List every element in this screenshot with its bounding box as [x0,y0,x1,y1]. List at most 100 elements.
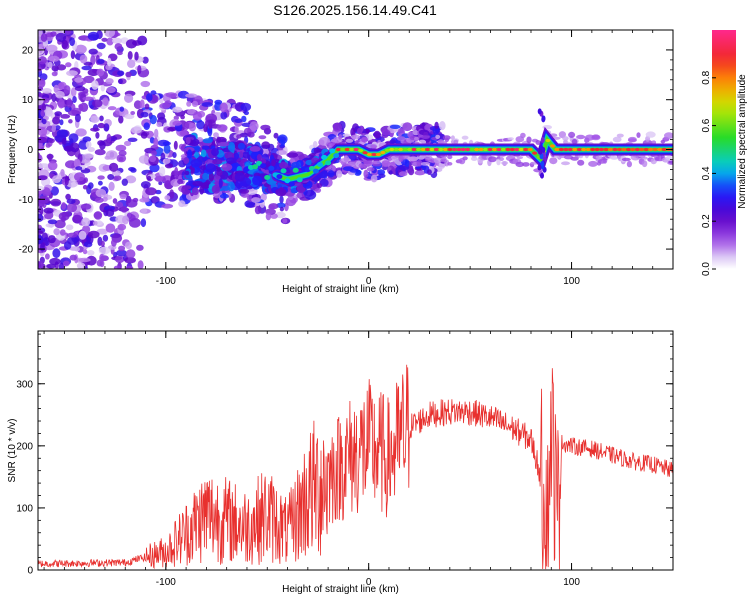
heatmap-cell [64,175,69,186]
heatmap-cell [140,111,149,118]
heatmap-cell [138,155,150,164]
heatmap-cell [225,157,237,164]
heatmap-cell [86,255,97,266]
ridge-core [661,147,667,152]
ridge-core [648,147,654,152]
heatmap-cell [312,141,318,148]
heatmap-cell [96,228,108,235]
heatmap-cell [282,218,288,224]
heatmap-cell [277,134,288,144]
ridge-core [608,147,613,152]
heatmap-cell [159,166,166,177]
heatmap-cell [461,135,469,140]
heatmap-cell [55,90,65,99]
heatmap-cell [98,246,111,255]
heatmap-cell [117,223,127,231]
heatmap-cell [100,240,105,247]
heatmap-cell [68,119,73,124]
heatmap-cell [114,43,123,50]
heatmap-cell [121,178,128,186]
ridge-core [603,147,609,152]
heatmap-cell [185,137,191,145]
heatmap-cell [140,80,151,88]
heatmap-cell [252,175,263,186]
heatmap-cell [85,141,92,149]
heatmap-cell [177,179,184,185]
heatmap-cell [251,197,261,203]
ridge-core [500,147,506,152]
ridge-core [312,168,319,174]
heatmap-cell [91,80,99,90]
heatmap-cell [219,193,229,199]
ridge-core [402,147,408,152]
heatmap-cell [45,223,55,228]
heatmap-cell [218,178,223,189]
heatmap-cell [154,128,159,139]
heatmap-cell [668,160,673,164]
heatmap-cell [51,124,56,133]
ridge-core [567,147,573,152]
heatmap-cell [56,64,67,71]
heatmap-cell [38,230,44,235]
heatmap-cell [118,245,126,252]
heatmap-cell [186,101,192,107]
heatmap-cell [43,207,54,214]
heatmap-cell [414,170,426,176]
x-tick-label: 100 [563,276,580,287]
heatmap-cell [453,139,459,145]
heatmap-cell [515,161,525,168]
heatmap-cell [243,110,249,116]
heatmap-cell [70,87,77,97]
heatmap-cell [258,135,267,140]
heatmap-cell [46,107,53,117]
ridge-core [284,178,291,184]
heatmap-cell [137,65,142,75]
heatmap-cell [219,102,228,113]
ridge-core [321,154,328,160]
heatmap-cell [106,86,116,94]
heatmap-cell [370,174,378,183]
heatmap-cell [106,37,114,46]
ridge-core [657,147,663,152]
heatmap-cell [161,203,174,209]
heatmap-cell [40,110,45,117]
ridge-core [264,175,271,180]
ridge-core [523,147,529,152]
heatmap-cell [74,44,87,54]
heatmap-cell [54,219,66,229]
x-tick-label: 0 [366,577,372,588]
ridge-artifact [537,108,542,115]
heatmap-cell [93,211,103,220]
heatmap-cell [69,254,78,261]
heatmap-cell [621,157,631,162]
heatmap-cell [496,158,501,166]
heatmap-cell [260,124,271,131]
ridge-core [358,148,364,153]
heatmap-cell [444,137,449,143]
ridge-core [581,147,587,152]
y-axis-label: Frequency (Hz) [7,115,18,184]
heatmap-cell [66,198,76,204]
heatmap-cell [83,177,89,183]
heatmap-cell [185,93,198,98]
heatmap-cell [196,120,205,130]
heatmap-cell [99,140,106,150]
heatmap-cell [381,129,391,136]
ridge-core [335,147,341,152]
heatmap-cell [52,175,61,184]
ridge-artifact [541,116,546,123]
heatmap-cell [313,147,320,154]
heatmap-cell [41,187,51,197]
heatmap-cell [221,163,233,171]
heatmap-cell [96,68,105,77]
heatmap-cell [314,187,322,193]
ridge-core [599,147,605,152]
ridge-core [276,174,283,180]
heatmap-cell [137,35,148,46]
heatmap-cell [47,219,58,225]
heatmap-cell [63,85,71,94]
ridge-core [296,177,303,183]
ridge-core [288,181,295,187]
heatmap-cell [117,51,123,56]
heatmap-cell [60,169,65,177]
